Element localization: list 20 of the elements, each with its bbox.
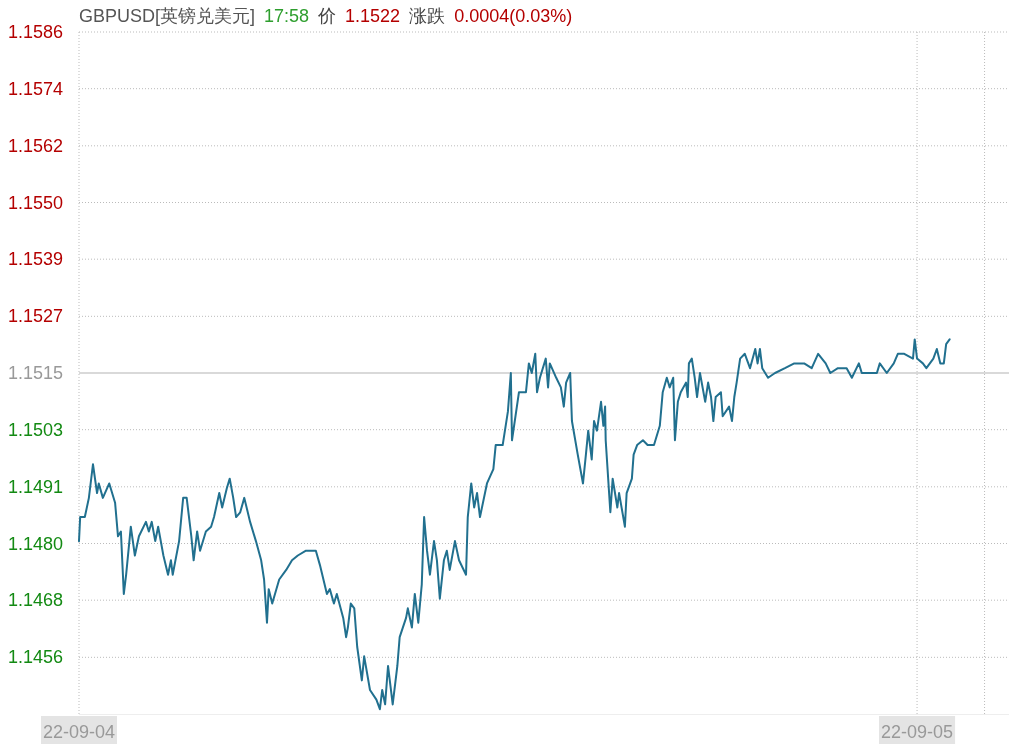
text: 价 xyxy=(317,6,337,26)
text: 涨跌 xyxy=(409,6,446,26)
y-tick-label: 1.1468 xyxy=(8,590,64,611)
y-tick-label: 1.1480 xyxy=(8,533,64,554)
y-tick-label: 1.1456 xyxy=(8,647,64,668)
y-tick-label: 1.1503 xyxy=(8,419,64,440)
y-tick-label: 1.1527 xyxy=(8,306,64,327)
y-tick-label: 1.1574 xyxy=(8,78,64,99)
y-tick-label: 1.1550 xyxy=(8,192,64,213)
text: 1.1522 xyxy=(345,6,401,26)
y-tick-label: 1.1491 xyxy=(8,476,64,497)
x-tick-label: 22-09-04 xyxy=(42,722,116,742)
y-tick-label: 1.1562 xyxy=(8,135,64,156)
text: 17:58 xyxy=(264,6,310,26)
y-tick-label: 1.1539 xyxy=(8,249,64,270)
chart-title: GBPUSD[英镑兑美元] xyxy=(79,6,256,26)
x-tick-label: 22-09-05 xyxy=(881,722,954,742)
text: 0.0004(0.03%) xyxy=(454,6,573,26)
y-tick-label: 1.1586 xyxy=(8,22,64,42)
y-tick-label: 1.1515 xyxy=(8,363,64,383)
